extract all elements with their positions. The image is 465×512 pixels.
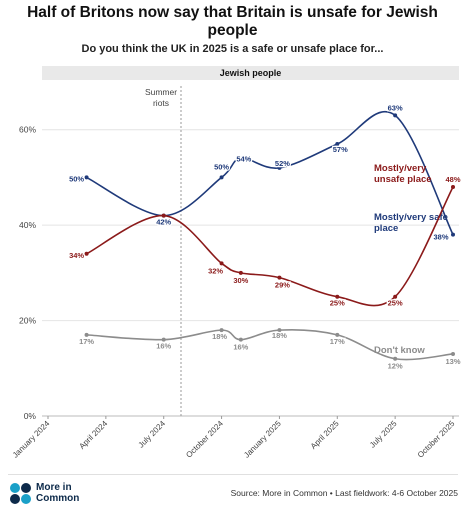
data-point-dont-know xyxy=(161,337,166,342)
series-label-safe: place xyxy=(374,223,398,234)
data-point-unsafe xyxy=(335,294,340,299)
series-label-dont-know: Don't know xyxy=(374,345,425,356)
logo-wordmark: More in Common xyxy=(36,482,79,504)
chart-title: Half of Britons now say that Britain is … xyxy=(27,4,438,39)
more-in-common-logo-icon xyxy=(10,483,31,504)
data-point-dont-know xyxy=(335,332,340,337)
data-label-dont-know: 16% xyxy=(233,343,248,352)
data-label-dont-know: 18% xyxy=(272,331,287,340)
data-label-unsafe: 48% xyxy=(445,175,460,184)
footer-divider xyxy=(8,474,458,475)
x-tick-label: April 2024 xyxy=(77,419,109,451)
data-label-safe: 50% xyxy=(214,162,229,171)
data-point-safe xyxy=(451,232,455,237)
data-point-unsafe xyxy=(393,294,398,299)
x-tick-label: January 2025 xyxy=(242,419,283,460)
y-tick-label: 40% xyxy=(19,220,36,230)
source-note: Source: More in Common • Last fieldwork:… xyxy=(230,488,458,498)
logo-line-1: More in xyxy=(36,482,72,493)
data-point-dont-know xyxy=(219,328,224,333)
data-point-safe xyxy=(219,175,224,180)
series-line-unsafe xyxy=(86,186,454,307)
data-label-unsafe: 25% xyxy=(388,299,403,308)
x-tick-label: April 2025 xyxy=(309,419,341,451)
series-label-unsafe: Mostly/very xyxy=(374,163,427,174)
data-point-unsafe xyxy=(238,270,243,275)
data-label-unsafe: 34% xyxy=(69,251,84,260)
y-tick-label: 20% xyxy=(19,316,36,326)
data-label-safe: 63% xyxy=(388,103,403,112)
data-label-unsafe: 25% xyxy=(330,299,345,308)
data-label-unsafe: 29% xyxy=(275,281,290,290)
data-label-dont-know: 13% xyxy=(445,357,460,366)
data-label-dont-know: 12% xyxy=(388,362,403,371)
data-label-dont-know: 17% xyxy=(79,337,94,346)
data-point-safe xyxy=(277,165,282,170)
data-point-safe xyxy=(238,156,243,161)
data-label-safe: 52% xyxy=(275,159,290,168)
data-label-safe: 42% xyxy=(156,218,171,227)
data-label-unsafe: 32% xyxy=(208,266,223,275)
data-point-unsafe xyxy=(219,261,224,266)
annotation-label-line-2: riots xyxy=(153,98,169,108)
data-point-unsafe xyxy=(84,251,89,256)
data-label-dont-know: 18% xyxy=(212,332,227,341)
data-point-safe xyxy=(335,142,340,147)
series-label-safe: Mostly/very safe xyxy=(374,212,448,223)
data-label-safe: 50% xyxy=(69,174,84,183)
data-point-unsafe xyxy=(161,213,166,218)
y-tick-label: 0% xyxy=(24,411,37,421)
x-tick-label: July 2025 xyxy=(368,419,399,450)
data-point-dont-know xyxy=(393,356,398,361)
panel-label: Jewish people xyxy=(42,66,459,80)
x-tick-label: October 2024 xyxy=(184,419,225,460)
data-point-unsafe xyxy=(451,184,455,189)
data-label-safe: 54% xyxy=(236,154,251,163)
data-point-dont-know xyxy=(277,328,282,333)
data-label-dont-know: 16% xyxy=(156,342,171,351)
data-label-safe: 38% xyxy=(433,233,448,242)
data-point-safe xyxy=(393,113,398,118)
data-point-dont-know xyxy=(238,337,243,342)
series-label-unsafe: unsafe place xyxy=(374,174,432,185)
data-point-dont-know xyxy=(451,351,455,356)
data-label-unsafe: 30% xyxy=(233,276,248,285)
x-tick-label: July 2024 xyxy=(137,419,168,450)
data-label-safe: 57% xyxy=(333,145,348,154)
data-point-unsafe xyxy=(277,275,282,280)
annotation-label-line-1: Summer xyxy=(145,87,177,97)
data-point-dont-know xyxy=(84,332,89,337)
x-tick-label: January 2024 xyxy=(11,419,52,460)
chart-subtitle: Do you think the UK in 2025 is a safe or… xyxy=(81,43,384,55)
data-label-dont-know: 17% xyxy=(330,337,345,346)
data-point-safe xyxy=(84,175,89,180)
logo-line-2: Common xyxy=(36,493,80,504)
y-tick-label: 60% xyxy=(19,125,36,135)
x-tick-label: October 2025 xyxy=(416,419,457,460)
